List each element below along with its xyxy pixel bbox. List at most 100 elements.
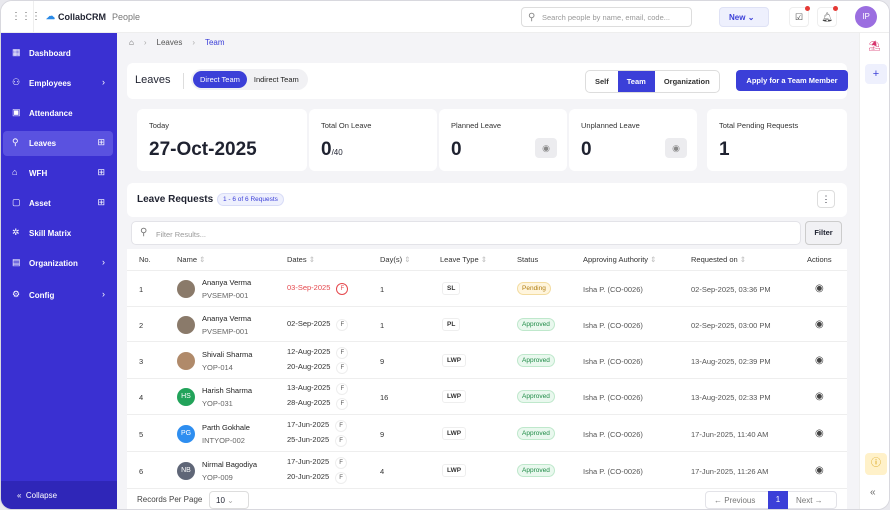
- employee-name[interactable]: Shivali Sharma: [202, 349, 253, 359]
- leave-date: 17-Jun-2025 F: [287, 419, 348, 432]
- view-eye-icon[interactable]: ◉: [815, 283, 824, 294]
- records-per-page-select[interactable]: 10 ⌄: [209, 491, 249, 509]
- sidebar-item-attendance[interactable]: ▣ Attendance: [12, 107, 73, 118]
- chevron-down-icon: ⌄: [227, 496, 234, 505]
- sort-icon: ⇕: [650, 255, 657, 264]
- breadcrumb-leaves[interactable]: Leaves: [156, 38, 183, 47]
- column-header[interactable]: Name ⇕: [177, 255, 206, 264]
- right-rail: ⛱ + ⓘ «: [859, 33, 889, 509]
- scope-organization[interactable]: Organization: [663, 77, 710, 86]
- collapse-rail-icon[interactable]: «: [870, 487, 876, 498]
- leave-date: 02-Sep-2025 F: [287, 318, 349, 331]
- employee-name[interactable]: Ananya Verma: [202, 278, 252, 287]
- chevron-right-icon: ›: [102, 77, 105, 87]
- approving-authority: Isha P. (CO-0026): [583, 393, 643, 402]
- requested-on: 13-Aug-2025, 02:39 PM: [691, 356, 771, 366]
- employee-name[interactable]: Harish Sharma: [202, 386, 253, 395]
- apps-grid-icon[interactable]: ⋮⋮⋮: [11, 11, 41, 22]
- column-header[interactable]: Requested on ⇕: [691, 255, 747, 264]
- view-unplanned-eye-icon[interactable]: ◉: [665, 138, 687, 158]
- sidebar-item-wfh[interactable]: ⌂ WFH ⊞: [12, 167, 105, 178]
- user-avatar[interactable]: IP: [855, 6, 877, 28]
- add-icon[interactable]: ⊞: [97, 197, 105, 207]
- view-eye-icon[interactable]: ◉: [815, 391, 824, 402]
- apply-team-member-button[interactable]: Apply for a Team Member: [736, 70, 848, 91]
- add-icon[interactable]: ⊞: [97, 167, 105, 177]
- gear-icon: ⚙: [12, 289, 21, 299]
- sort-icon: ⇕: [308, 255, 315, 264]
- sidebar-item-organization[interactable]: ▤ Organization ›: [12, 257, 105, 268]
- scope-self[interactable]: Self: [595, 77, 609, 86]
- view-eye-icon[interactable]: ◉: [815, 427, 824, 439]
- leave-type-tag: LWP: [442, 353, 467, 367]
- employee-code: YOP-031: [202, 399, 233, 408]
- collapse-button[interactable]: « Collapse: [1, 481, 117, 509]
- more-options-icon[interactable]: ⋮: [817, 190, 835, 208]
- tab-direct-team[interactable]: Direct Team: [193, 71, 247, 88]
- status-badge: Approved: [517, 426, 555, 440]
- info-icon[interactable]: ⓘ: [865, 453, 887, 475]
- next-button[interactable]: Next →: [796, 496, 823, 505]
- home-icon[interactable]: ⌂: [129, 38, 134, 47]
- full-day-chip: F: [335, 456, 348, 469]
- sort-icon: ⇕: [739, 255, 747, 264]
- sidebar-item-leaves[interactable]: ⚲ Leaves ⊞: [3, 131, 113, 156]
- sidebar-item-asset[interactable]: ▢ Asset ⊞: [12, 197, 105, 208]
- scope-team[interactable]: Team: [617, 71, 655, 92]
- view-planned-eye-icon[interactable]: ◉: [535, 138, 557, 158]
- stat-today: Today 27-Oct-2025: [137, 109, 307, 171]
- tab-indirect-team[interactable]: Indirect Team: [253, 75, 299, 84]
- view-eye-icon[interactable]: ◉: [815, 464, 824, 476]
- days-count: 9: [380, 429, 385, 439]
- leave-date: 17-Jun-2025 F: [287, 456, 348, 469]
- employee-name[interactable]: Nirmal Bagodiya: [202, 459, 258, 469]
- add-icon[interactable]: ⊞: [97, 137, 105, 147]
- beach-umbrella-icon[interactable]: ⛱: [868, 41, 881, 52]
- pagination-bar: Records Per Page 10 ⌄ ← Previous 1 Next …: [127, 489, 847, 509]
- page-1-button[interactable]: 1: [768, 491, 788, 509]
- sidebar-item-config[interactable]: ⚙ Config ›: [12, 289, 105, 300]
- global-search-input[interactable]: ⚲ Search people by name, email, code...: [521, 7, 692, 27]
- previous-button[interactable]: ← Previous: [714, 496, 756, 505]
- column-header[interactable]: Status: [517, 255, 539, 264]
- leave-type-tag: LWP: [442, 463, 467, 477]
- employee-avatar: [177, 280, 195, 298]
- leave-date: 20-Aug-2025 F: [287, 361, 349, 374]
- row-number: 4: [139, 393, 144, 402]
- column-header: Actions: [807, 255, 832, 264]
- leave-type-tag: PL: [442, 317, 461, 331]
- leaves-header: Leaves Direct Team Indirect Team Self Te…: [127, 63, 848, 99]
- employee-name[interactable]: Ananya Verma: [202, 313, 252, 323]
- column-header[interactable]: Day(s) ⇕: [380, 255, 411, 264]
- view-eye-icon[interactable]: ◉: [815, 318, 824, 330]
- notifications-button[interactable]: 🔔︎: [817, 6, 838, 27]
- sidebar-item-employees[interactable]: ⚇ Employees ›: [12, 77, 105, 88]
- sidebar-item-dashboard[interactable]: ▦ Dashboard: [12, 47, 71, 58]
- app-logo[interactable]: ☁ CollabCRM People: [46, 11, 141, 22]
- full-day-chip: F: [335, 434, 348, 447]
- search-icon: ⚲: [528, 12, 536, 23]
- scope-toggle: Self Team Organization: [585, 70, 720, 93]
- row-number: 6: [139, 466, 144, 476]
- column-header[interactable]: Approving Authority ⇕: [583, 255, 657, 264]
- leave-date: 25-Jun-2025 F: [287, 434, 348, 447]
- sort-icon: ⇕: [199, 255, 206, 264]
- employee-avatar: [177, 351, 195, 370]
- new-button[interactable]: New ⌄: [719, 7, 769, 27]
- view-eye-icon[interactable]: ◉: [815, 354, 824, 366]
- column-header[interactable]: Dates ⇕: [287, 255, 315, 264]
- leave-date: 12-Aug-2025 F: [287, 346, 349, 359]
- filter-button[interactable]: Filter: [805, 221, 842, 245]
- table-header: No. Name ⇕ Dates ⇕ Day(s) ⇕ Leave Type ⇕ Stat…: [127, 249, 847, 271]
- employee-name[interactable]: Parth Gokhale: [202, 422, 250, 432]
- requests-header: Leave Requests 1 - 6 of 6 Requests ⋮: [127, 183, 847, 217]
- stat-total-on-leave: Total On Leave 0/40: [309, 109, 437, 171]
- status-badge: Approved: [517, 353, 555, 367]
- filter-input[interactable]: ⚲ Filter Results...: [131, 221, 801, 245]
- column-header[interactable]: Leave Type ⇕: [440, 255, 488, 264]
- sidebar-item-skill-matrix[interactable]: ✲ Skill Matrix: [12, 227, 72, 238]
- approving-authority: Isha P. (CO-0026): [583, 466, 643, 476]
- add-icon[interactable]: +: [865, 64, 887, 84]
- full-day-chip: F: [336, 361, 349, 374]
- tasks-button[interactable]: ☑: [789, 6, 810, 27]
